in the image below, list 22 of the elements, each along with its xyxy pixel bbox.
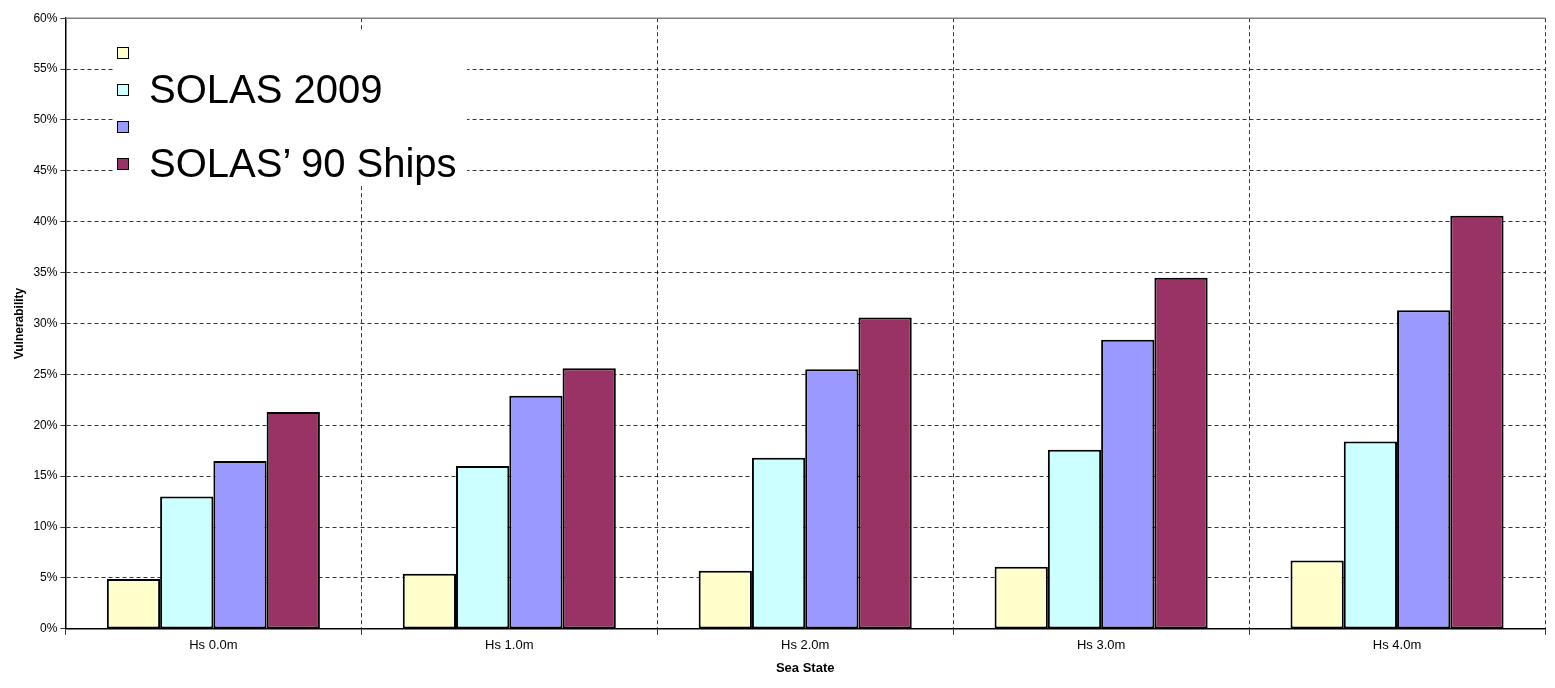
x-tick-label: Hs 2.0m: [781, 637, 830, 653]
y-tick-label: 30%: [33, 315, 58, 330]
y-tick-label: 35%: [33, 264, 58, 279]
x-tick-label: Hs 3.0m: [1076, 637, 1126, 653]
y-tick-label: 60%: [33, 10, 58, 25]
y-tick-label: 10%: [33, 519, 58, 534]
legend-label: SOLAS 2009: [149, 67, 384, 111]
y-tick-label: 55%: [33, 61, 58, 76]
y-axis-title: Vulnerability: [11, 287, 26, 360]
y-tick-label: 40%: [33, 214, 58, 229]
y-tick-label: 45%: [33, 163, 58, 178]
x-tick-label: Hs 0.0m: [189, 637, 238, 653]
legend-label: SOLAS’ 90 Ships: [149, 141, 457, 185]
y-tick-label: 20%: [33, 417, 58, 432]
x-tick-label: Hs 1.0m: [485, 637, 534, 653]
y-tick-label: 5%: [40, 570, 58, 585]
y-tick-label: 15%: [33, 468, 58, 483]
x-tick-label: Hs 4.0m: [1372, 637, 1422, 653]
y-tick-label: 50%: [33, 112, 58, 127]
y-tick-label: 0%: [40, 621, 58, 636]
y-tick-label: 25%: [33, 366, 58, 381]
x-axis-title: Sea State: [775, 659, 835, 675]
